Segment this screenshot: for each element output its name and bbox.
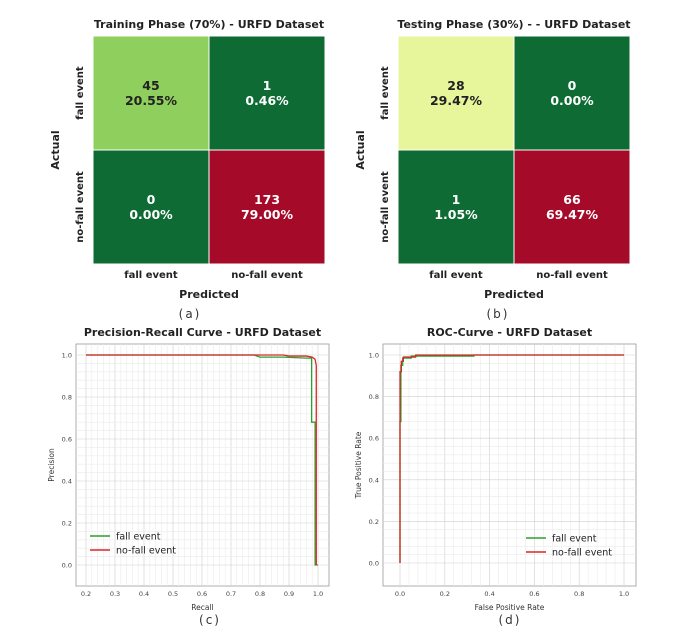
y-tick-label: 0.4 [62,478,72,486]
y-tick-label: fall event [75,66,86,120]
y-tick-label: 0.8 [369,393,379,401]
cell-count: 1 [263,78,272,93]
x-tick-label: 0.8 [574,590,584,598]
x-tick-label: 0.9 [284,590,294,598]
cell-percent: 1.05% [434,207,478,222]
y-axis-label: Actual [354,130,367,169]
y-tick-label: no-fall event [75,171,86,243]
panel-caption: (a) [179,307,202,321]
x-tick-label: no-fall event [231,270,303,281]
cell-count: 28 [447,78,464,93]
matrix-cell [513,149,631,265]
x-tick-label: 0.0 [395,590,405,598]
x-axis-label: Recall [191,603,213,612]
chart-title: ROC-Curve - URFD Dataset [427,326,592,339]
y-tick-label: 1.0 [62,352,72,360]
x-tick-label: 0.7 [226,590,236,598]
cell-count: 0 [147,192,156,207]
cell-percent: 29.47% [430,93,483,108]
cell-percent: 69.47% [546,207,599,222]
x-tick-label: 0.2 [81,590,91,598]
x-tick-label: no-fall event [536,270,608,281]
series-line-no-fall-event [86,354,317,565]
legend-label: fall event [552,534,597,545]
confusion-matrix-training: Training Phase (70%) - URFD Dataset 4520.… [49,18,326,321]
y-axis-label: Precision [47,448,56,482]
chart-title: Testing Phase (30%) - - URFD Dataset [397,18,630,31]
y-tick-label: no-fall event [380,171,391,243]
cell-percent: 0.00% [550,93,594,108]
panel-caption: (b) [487,307,510,321]
x-axis-label: False Positive Rate [475,603,545,612]
x-tick-label: 0.4 [484,590,494,598]
legend: fall event no-fall event [526,534,612,559]
cell-count: 66 [563,192,581,207]
matrix-cell [92,35,210,151]
x-tick-label: 1.0 [313,590,323,598]
legend-label: fall event [116,532,161,543]
matrix-cell [397,149,515,265]
x-tick-label: 0.8 [255,590,265,598]
series-line-no-fall-event [399,354,624,563]
matrix-cell [208,35,326,151]
plot-frame [75,343,330,587]
x-tick-label: fall event [429,270,483,281]
matrix-cell [513,35,631,151]
cell-count: 0 [568,78,577,93]
x-tick-label: 0.2 [440,590,450,598]
cell-percent: 79.00% [241,207,294,222]
x-tick-label: 0.3 [110,590,120,598]
chart-title: Training Phase (70%) - URFD Dataset [94,18,324,31]
y-tick-label: 0.2 [369,518,379,526]
x-tick-label: 0.6 [197,590,207,598]
cell-count: 173 [254,192,280,207]
y-tick-label: 0.4 [369,476,379,484]
cell-percent: 0.46% [245,93,289,108]
y-axis-label: Actual [49,130,62,169]
y-tick-label: fall event [380,66,391,120]
matrix-cell [208,149,326,265]
matrix-cell [397,35,515,151]
x-tick-label: 0.6 [529,590,539,598]
cell-count: 1 [452,192,461,207]
y-tick-label: 0.6 [369,435,379,443]
roc-plot: 0.0 0.2 0.4 0.6 0.8 1.0 0.0 0.2 0.4 0.6 0.8 1.0 fall… [354,326,637,627]
legend: fall event no-fall event [90,532,176,557]
x-tick-label: 0.4 [139,590,149,598]
panel-caption: (d) [499,613,522,627]
y-tick-label: 1.0 [369,352,379,360]
y-tick-label: 0.0 [369,560,379,568]
x-axis-label: Predicted [484,288,544,301]
y-axis-label: True Positive Rate [354,431,363,499]
y-tick-label: 0.0 [62,562,72,570]
cell-count: 45 [142,78,159,93]
legend-label: no-fall event [552,548,612,559]
x-tick-label: 0.5 [168,590,178,598]
matrix-cell [92,149,210,265]
y-tick-label: 0.2 [62,520,72,528]
cell-percent: 0.00% [129,207,173,222]
cell-percent: 20.55% [125,93,178,108]
precision-recall-plot: 0.2 0.3 0.4 0.5 0.6 0.7 0.8 0.9 1.0 0.0 0.2 0.4 0.6 0… [47,326,330,627]
series-line-fall-event [86,354,318,566]
x-tick-label: 1.0 [619,590,629,598]
plot-frame [382,343,637,587]
panel-caption: (c) [199,613,221,627]
x-tick-label: fall event [124,270,178,281]
confusion-matrix-testing: Testing Phase (30%) - - URFD Dataset 2829… [354,18,631,321]
legend-label: no-fall event [116,546,176,557]
x-axis-label: Predicted [179,288,239,301]
y-tick-label: 0.8 [62,394,72,402]
chart-title: Precision-Recall Curve - URFD Dataset [84,326,321,339]
y-tick-label: 0.6 [62,436,72,444]
